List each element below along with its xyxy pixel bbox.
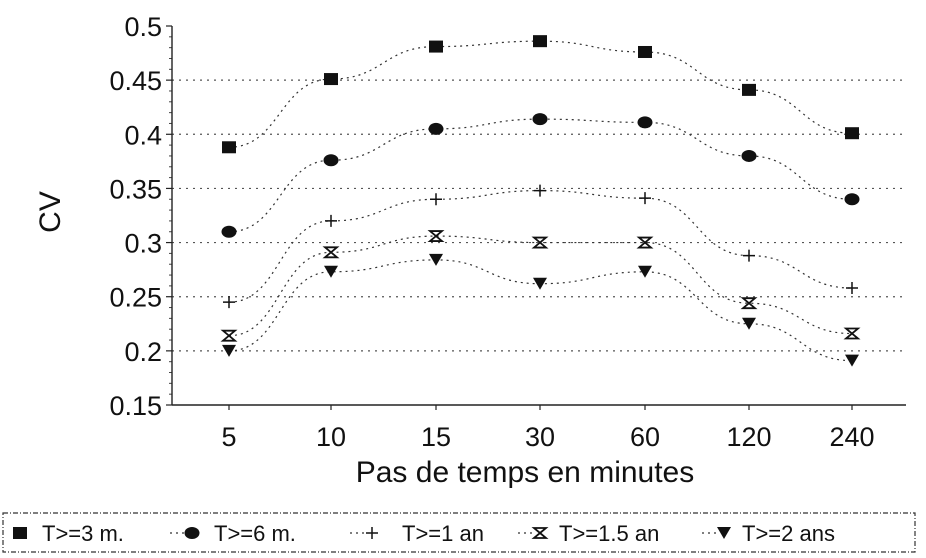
y-tick-label: 0.2 [124, 337, 162, 367]
data-point [430, 193, 442, 206]
data-point [533, 35, 547, 48]
data-point [221, 225, 237, 238]
series-1 [221, 113, 860, 238]
data-point [740, 297, 758, 310]
legend-label: T>=6 m. [214, 521, 296, 546]
series-2 [223, 184, 858, 309]
data-point [636, 236, 654, 249]
data-point [742, 83, 756, 96]
y-tick-label: 0.45 [109, 66, 162, 96]
x-tick-label: 30 [525, 422, 555, 452]
x-tick-label: 5 [221, 422, 236, 452]
y-tick-label: 0.15 [109, 391, 162, 421]
data-point [324, 73, 338, 86]
legend-marker [13, 527, 27, 539]
series-4 [222, 253, 859, 367]
data-point [531, 236, 549, 249]
y-tick-label: 0.3 [124, 229, 162, 259]
data-point [843, 327, 861, 340]
legend-item-0: T>=3 m. [13, 521, 124, 546]
x-tick-label: 120 [726, 422, 771, 452]
data-point [222, 141, 236, 154]
data-point [532, 113, 548, 126]
x-tick-label: 60 [630, 422, 660, 452]
series-line [228, 259, 853, 362]
data-point [534, 184, 546, 197]
legend-marker [531, 527, 549, 539]
x-axis-title: Pas de temps en minutes [356, 456, 695, 489]
legend-item-4: T>=2 ans [702, 521, 835, 546]
y-tick-label: 0.5 [124, 12, 162, 42]
data-point [845, 354, 859, 367]
legend-label: T>=1.5 an [559, 521, 659, 546]
legend-marker [366, 527, 378, 539]
tick-labels: 0.15 0.2 0.25 0.3 0.35 0.4 0.45 0.5 5 10 15 30 60 120… [109, 12, 874, 452]
data-point [846, 282, 858, 295]
legend-label: T>=2 ans [742, 521, 835, 546]
legend-marker [184, 527, 200, 539]
series-line [228, 40, 853, 148]
legend: T>=3 m. T>=6 m. T>=1 an T>=1.5 an T>=2 ans [2, 512, 916, 553]
data-point [223, 296, 235, 309]
data-point [428, 122, 444, 135]
data-point [845, 127, 859, 140]
data-point [741, 149, 757, 162]
series-0 [222, 35, 859, 154]
data-point [429, 40, 443, 53]
x-tick-label: 10 [316, 422, 346, 452]
data-point [743, 249, 755, 262]
data-point [325, 214, 337, 227]
y-axis-title: CV [34, 191, 67, 233]
data-point [429, 253, 443, 266]
y-tick-label: 0.25 [109, 283, 162, 313]
data-point [427, 230, 445, 242]
legend-label: T>=3 m. [42, 521, 124, 546]
legend-item-3: T>=1.5 an [518, 521, 659, 546]
data-point [844, 193, 860, 206]
x-tick-label: 240 [829, 422, 874, 452]
data-point [638, 265, 652, 278]
y-tick-label: 0.35 [109, 174, 162, 204]
legend-label: T>=1 an [402, 521, 484, 546]
axes [166, 25, 906, 410]
series-layer [220, 35, 861, 367]
data-point [637, 116, 653, 129]
data-point [222, 344, 236, 357]
data-point [533, 277, 547, 290]
legend-marker [717, 527, 731, 539]
series-line [228, 118, 853, 233]
x-tick-label: 15 [421, 422, 451, 452]
data-point [742, 317, 756, 330]
data-point [220, 329, 238, 342]
data-point [324, 265, 338, 278]
y-tick-label: 0.4 [124, 120, 162, 150]
data-point [639, 192, 651, 205]
legend-box [2, 512, 916, 553]
data-point [322, 246, 340, 259]
legend-item-2: T>=1 an [350, 521, 484, 546]
legend-item-1: T>=6 m. [170, 521, 296, 546]
series-3 [220, 230, 861, 342]
data-point [323, 154, 339, 167]
data-point [638, 45, 652, 58]
